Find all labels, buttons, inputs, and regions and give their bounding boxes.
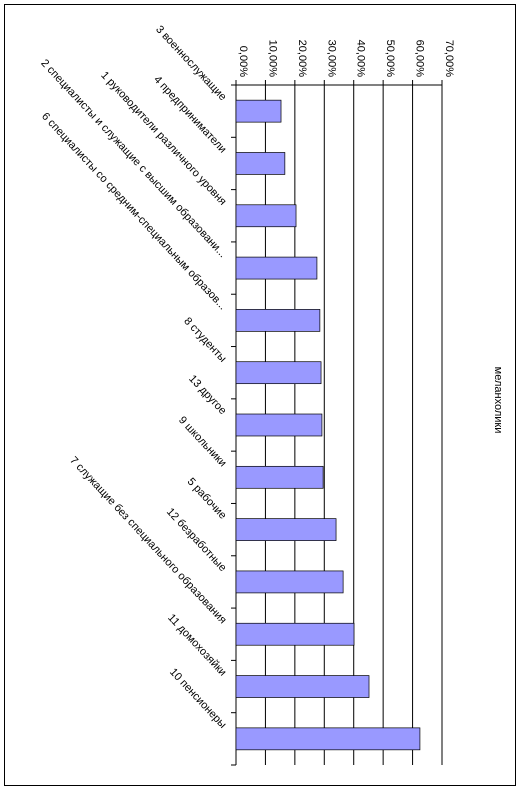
bar bbox=[235, 152, 286, 175]
chart-border bbox=[4, 4, 516, 786]
value-tick-label: 20,00% bbox=[296, 40, 308, 78]
chart-title: меланхолики bbox=[492, 367, 504, 434]
bar bbox=[235, 622, 355, 646]
bar bbox=[235, 361, 322, 385]
bar bbox=[235, 727, 421, 751]
bar bbox=[235, 413, 323, 437]
bar bbox=[235, 204, 297, 228]
bar bbox=[235, 256, 318, 280]
value-tick-label: 70,00% bbox=[443, 40, 455, 78]
value-tick-label: 0,00% bbox=[237, 46, 249, 77]
bar bbox=[235, 309, 321, 332]
value-tick-label: 40,00% bbox=[355, 40, 367, 78]
value-tick-label: 10,00% bbox=[266, 40, 278, 78]
bar bbox=[235, 570, 344, 594]
value-tick-label: 50,00% bbox=[384, 40, 396, 78]
bar bbox=[235, 518, 337, 541]
value-tick-label: 60,00% bbox=[414, 40, 426, 78]
value-tick-label: 30,00% bbox=[325, 40, 337, 78]
bar bbox=[235, 675, 370, 698]
bar bbox=[235, 99, 282, 123]
bar bbox=[235, 465, 324, 489]
